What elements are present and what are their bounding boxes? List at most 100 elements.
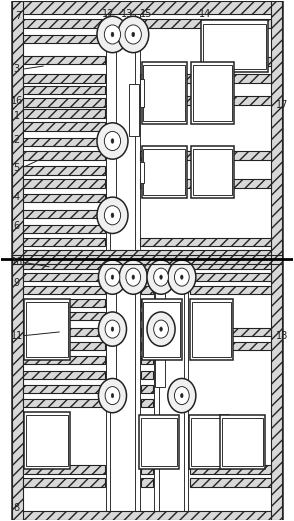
Ellipse shape <box>168 378 196 413</box>
Text: 14: 14 <box>199 9 212 19</box>
Ellipse shape <box>118 16 149 53</box>
Bar <box>191 418 228 466</box>
Ellipse shape <box>111 139 114 143</box>
Bar <box>140 152 271 160</box>
Bar <box>190 465 271 474</box>
Ellipse shape <box>132 32 135 37</box>
Bar <box>23 209 105 218</box>
Bar <box>140 179 271 188</box>
Text: 5: 5 <box>14 163 20 173</box>
Text: 15: 15 <box>140 9 152 19</box>
Bar <box>202 57 271 66</box>
Text: 4: 4 <box>14 192 20 202</box>
Bar <box>23 356 105 364</box>
Bar <box>23 286 105 294</box>
Bar <box>189 415 229 469</box>
Bar <box>23 86 105 94</box>
Ellipse shape <box>98 312 126 346</box>
Text: 2: 2 <box>14 135 20 145</box>
Bar <box>23 194 105 202</box>
Ellipse shape <box>126 268 141 286</box>
Bar <box>23 328 105 336</box>
Bar <box>190 478 271 487</box>
Ellipse shape <box>105 387 120 405</box>
Bar <box>222 418 263 466</box>
Bar <box>12 259 282 269</box>
Bar <box>106 341 116 387</box>
Bar <box>142 299 182 360</box>
Bar <box>143 65 185 121</box>
Bar <box>24 299 70 360</box>
Bar <box>140 75 271 83</box>
Bar <box>23 35 105 43</box>
Bar <box>155 341 165 387</box>
Bar <box>23 299 105 307</box>
Text: 13: 13 <box>121 9 133 19</box>
Bar <box>106 149 116 221</box>
Bar <box>142 62 187 125</box>
Ellipse shape <box>104 206 121 225</box>
Bar <box>23 273 105 281</box>
Ellipse shape <box>97 197 128 233</box>
Bar <box>141 478 153 487</box>
Text: 16: 16 <box>11 96 23 106</box>
Bar <box>271 259 282 520</box>
Bar <box>141 273 153 281</box>
Bar <box>193 65 232 121</box>
Ellipse shape <box>174 387 189 405</box>
Bar <box>23 225 105 233</box>
Bar <box>143 150 185 195</box>
Ellipse shape <box>111 32 114 37</box>
Ellipse shape <box>147 260 175 294</box>
Bar <box>192 302 231 357</box>
Text: 1: 1 <box>14 110 20 120</box>
Bar <box>141 342 153 350</box>
Bar <box>271 1 282 259</box>
Ellipse shape <box>154 268 168 286</box>
Ellipse shape <box>111 327 114 331</box>
Ellipse shape <box>111 393 114 398</box>
Bar <box>23 465 105 474</box>
Bar <box>23 56 105 64</box>
Bar <box>141 465 153 474</box>
Bar <box>12 1 23 259</box>
Bar <box>140 79 144 107</box>
Bar <box>190 342 271 350</box>
Bar <box>106 40 116 136</box>
Ellipse shape <box>97 123 128 159</box>
Text: 3: 3 <box>14 64 20 75</box>
Text: 7: 7 <box>15 11 21 21</box>
Bar <box>23 152 105 160</box>
Bar <box>23 138 105 146</box>
Ellipse shape <box>181 275 183 279</box>
Ellipse shape <box>160 327 162 331</box>
Bar <box>140 19 271 28</box>
Bar <box>142 146 187 198</box>
Bar <box>191 146 234 198</box>
Bar <box>190 286 271 294</box>
Bar <box>23 370 105 379</box>
Ellipse shape <box>105 320 120 338</box>
Ellipse shape <box>160 275 162 279</box>
Ellipse shape <box>111 213 114 218</box>
Bar <box>23 19 105 28</box>
Bar <box>23 179 105 188</box>
Text: 9: 9 <box>14 278 20 288</box>
Bar <box>141 370 153 379</box>
Bar <box>129 84 139 136</box>
Bar <box>23 238 105 246</box>
Ellipse shape <box>98 260 126 294</box>
Bar <box>23 122 105 131</box>
Ellipse shape <box>154 320 168 338</box>
Ellipse shape <box>132 275 135 279</box>
Ellipse shape <box>105 268 120 286</box>
Ellipse shape <box>111 275 114 279</box>
Bar <box>26 415 68 466</box>
Bar <box>191 62 234 125</box>
Bar <box>23 166 105 175</box>
Bar <box>141 328 153 336</box>
Bar <box>193 150 232 195</box>
Bar <box>141 399 153 407</box>
Bar <box>26 302 68 357</box>
Bar <box>141 312 153 320</box>
